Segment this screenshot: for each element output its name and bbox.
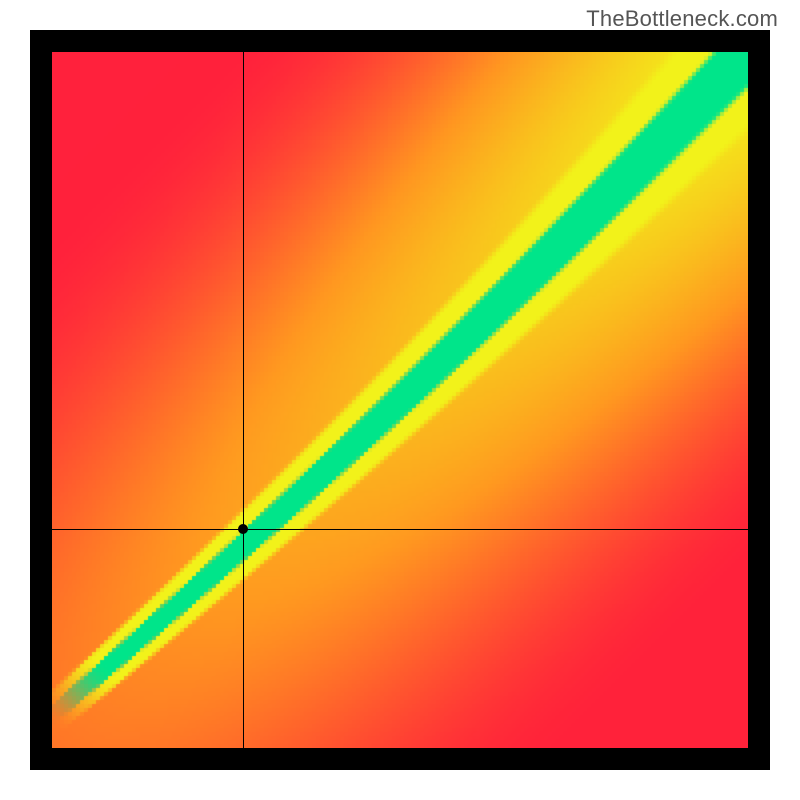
chart-frame xyxy=(30,30,770,770)
heatmap-canvas xyxy=(52,52,748,748)
crosshair-dot xyxy=(238,524,248,534)
heatmap-plot xyxy=(52,52,748,748)
crosshair-horizontal xyxy=(52,529,748,530)
chart-container: TheBottleneck.com xyxy=(0,0,800,800)
watermark-text: TheBottleneck.com xyxy=(586,6,778,32)
crosshair-vertical xyxy=(243,52,244,748)
